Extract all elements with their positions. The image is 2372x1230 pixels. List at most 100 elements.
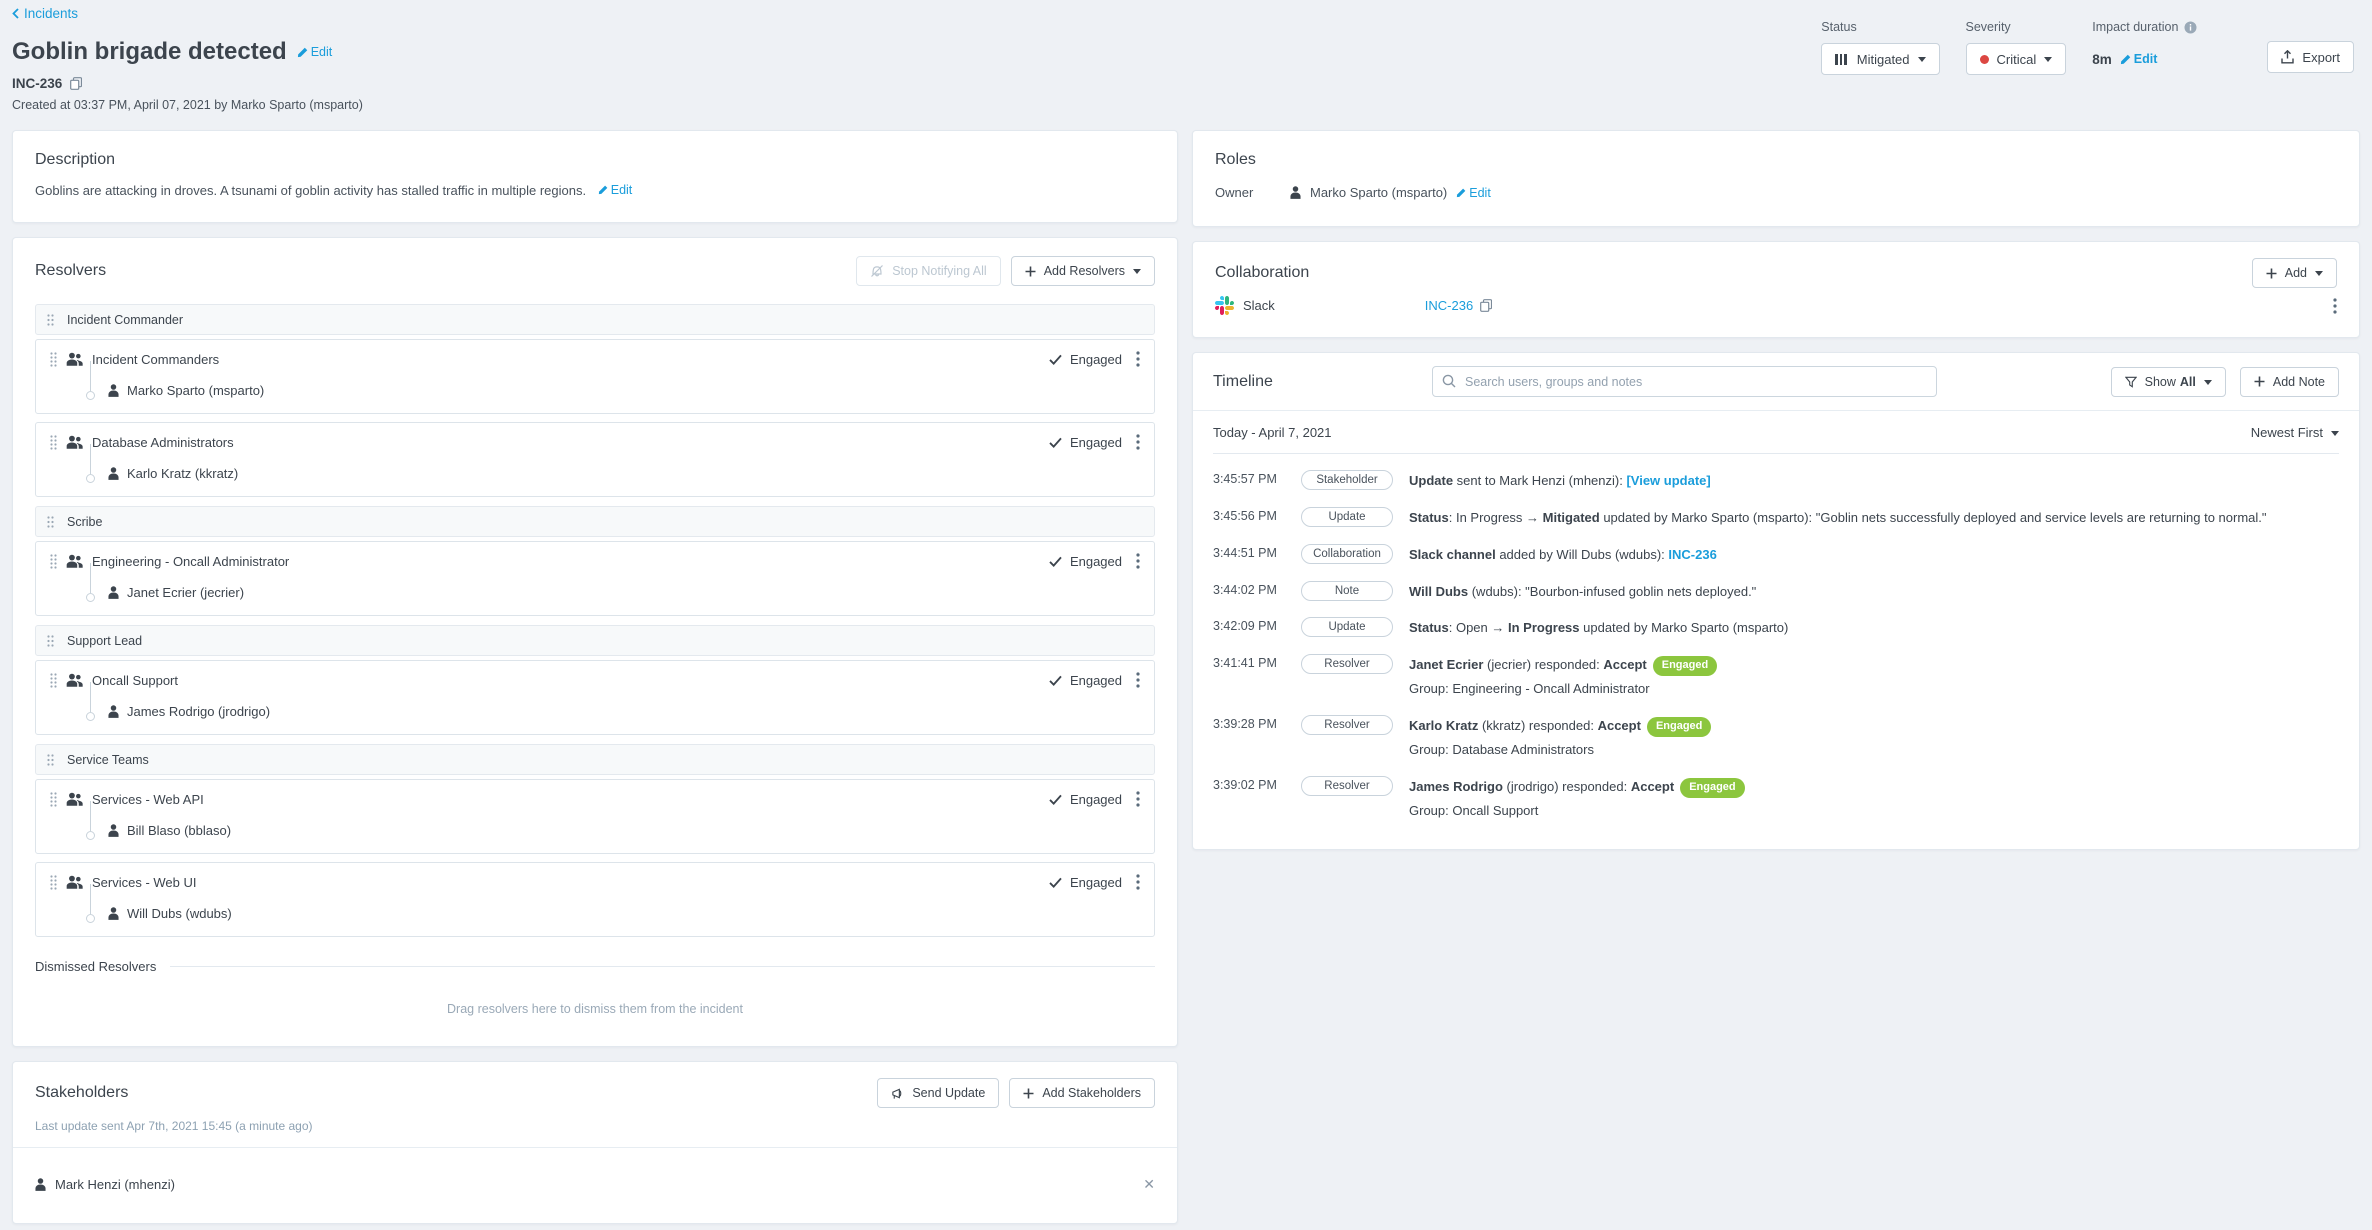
- person-icon: [108, 384, 119, 397]
- timeline-panel: Timeline Show All Add Note: [1192, 352, 2360, 850]
- sort-order-dropdown[interactable]: Newest First: [2251, 425, 2339, 440]
- search-icon: [1442, 374, 1456, 388]
- entry-text: Karlo Kratz (kkratz) responded: Accept En…: [1409, 715, 1712, 760]
- add-stakeholders-button[interactable]: Add Stakeholders: [1009, 1078, 1155, 1108]
- drag-handle-icon[interactable]: [47, 753, 54, 766]
- drag-handle-icon[interactable]: [50, 553, 57, 569]
- group-icon: [66, 792, 83, 806]
- resolver-group-name: Incident Commanders: [92, 351, 220, 367]
- entry-type-badge: Resolver: [1301, 775, 1393, 796]
- kebab-menu-icon[interactable]: [1136, 434, 1140, 450]
- chevron-down-icon: [1133, 269, 1141, 278]
- kebab-menu-icon[interactable]: [1136, 791, 1140, 807]
- chevron-down-icon: [2331, 430, 2339, 440]
- resolver-section-header[interactable]: Support Lead: [35, 625, 1155, 656]
- resolver-section: Scribe Engineering - Oncall Administrato…: [35, 506, 1155, 616]
- slack-icon: [1215, 296, 1234, 315]
- drag-handle-icon[interactable]: [47, 515, 54, 528]
- kebab-menu-icon[interactable]: [1136, 553, 1140, 569]
- drag-handle-icon[interactable]: [47, 313, 54, 326]
- drag-handle-icon[interactable]: [47, 634, 54, 647]
- connector-line-icon: [86, 563, 95, 602]
- entry-time: 3:39:02 PM: [1213, 777, 1277, 792]
- resolver-group-card[interactable]: Oncall Support Engaged James Rodrigo (jr…: [35, 660, 1155, 735]
- kebab-menu-icon[interactable]: [1136, 874, 1140, 890]
- resolver-group-card[interactable]: Services - Web API Engaged Bill Blaso (b…: [35, 779, 1155, 854]
- back-to-incidents-link[interactable]: Incidents: [12, 6, 78, 21]
- engaged-status: Engaged: [1069, 553, 1122, 569]
- resolver-section: Support Lead Oncall Support Engaged Jame…: [35, 625, 1155, 735]
- entry-link[interactable]: [View update]: [1626, 473, 1711, 488]
- entry-link[interactable]: INC-236: [1668, 546, 1717, 562]
- resolvers-panel: Resolvers Stop Notifying All Add Resolve…: [12, 237, 1178, 1047]
- resolver-member: Marko Sparto (msparto): [81, 361, 1140, 400]
- drag-handle-icon[interactable]: [50, 791, 57, 807]
- engaged-status: Engaged: [1069, 351, 1122, 367]
- resolver-section-header[interactable]: Incident Commander: [35, 304, 1155, 335]
- filter-show-all-button[interactable]: Show All: [2110, 366, 2226, 397]
- stakeholder-name: Mark Henzi (mhenzi): [55, 1177, 175, 1192]
- kebab-menu-icon[interactable]: [1136, 672, 1140, 688]
- pencil-icon: [2120, 54, 2131, 64]
- search-input[interactable]: [1432, 366, 1937, 397]
- add-collaboration-button[interactable]: Add: [2251, 258, 2337, 288]
- edit-owner-button[interactable]: Edit: [1456, 186, 1491, 200]
- entry-type-badge: Resolver: [1301, 715, 1393, 735]
- critical-dot-icon: [1979, 54, 1989, 64]
- check-icon: [1049, 877, 1062, 888]
- edit-impact-button[interactable]: Edit: [2120, 52, 2157, 66]
- export-button[interactable]: Export: [2267, 41, 2354, 73]
- collab-service-name: Slack: [1243, 298, 1275, 313]
- timeline-entry: 3:45:57 PM Stakeholder Update sent to Ma…: [1213, 462, 2339, 499]
- timeline-date-header: Today - April 7, 2021: [1213, 425, 1332, 440]
- timeline-entry: 3:42:09 PM Update Status: Open → In Prog…: [1213, 609, 2339, 646]
- entry-group-line: Group: Oncall Support: [1409, 802, 1539, 818]
- resolver-member: Janet Ecrier (jecrier): [81, 563, 1140, 602]
- resolver-group-card[interactable]: Database Administrators Engaged Karlo Kr…: [35, 422, 1155, 497]
- edit-description-button[interactable]: Edit: [598, 183, 632, 197]
- drag-handle-icon[interactable]: [50, 351, 57, 367]
- roles-heading: Roles: [1215, 151, 1256, 168]
- entry-type-badge: Collaboration: [1301, 543, 1393, 564]
- entry-time: 3:42:09 PM: [1213, 619, 1277, 634]
- resolver-section: Service Teams Services - Web API Engaged…: [35, 744, 1155, 937]
- send-update-button[interactable]: Send Update: [877, 1078, 1000, 1108]
- chevron-down-icon: [2203, 379, 2212, 389]
- drag-handle-icon[interactable]: [50, 672, 57, 688]
- status-control: Status Mitigated: [1821, 20, 1940, 75]
- resolver-member: Karlo Kratz (kkratz): [81, 444, 1140, 483]
- dismissed-dropzone[interactable]: Drag resolvers here to dismiss them from…: [447, 1002, 743, 1016]
- resolver-group-card[interactable]: Engineering - Oncall Administrator Engag…: [35, 541, 1155, 616]
- resolver-section-header[interactable]: Service Teams: [35, 744, 1155, 775]
- resolver-group-card[interactable]: Services - Web UI Engaged Will Dubs (wdu…: [35, 862, 1155, 937]
- resolver-group-card[interactable]: Incident Commanders Engaged Marko Sparto…: [35, 339, 1155, 414]
- status-dropdown[interactable]: Mitigated: [1821, 43, 1940, 75]
- add-resolvers-button[interactable]: Add Resolvers: [1010, 256, 1155, 286]
- resolver-section-name: Incident Commander: [67, 312, 184, 327]
- drag-handle-icon[interactable]: [50, 874, 57, 890]
- remove-stakeholder-button[interactable]: ✕: [1143, 1176, 1155, 1192]
- entry-time: 3:45:57 PM: [1213, 472, 1277, 486]
- person-icon: [108, 907, 119, 920]
- resolver-section-name: Scribe: [67, 514, 103, 529]
- slack-channel-link[interactable]: INC-236: [1424, 298, 1474, 313]
- copy-icon[interactable]: [1480, 299, 1493, 312]
- chevron-down-icon: [2044, 57, 2053, 66]
- resolver-member-name: Bill Blaso (bblaso): [127, 823, 232, 838]
- timeline-search: [1432, 366, 1937, 397]
- dismissed-resolvers-heading: Dismissed Resolvers: [35, 959, 157, 974]
- stop-notifying-all-button[interactable]: Stop Notifying All: [856, 256, 1001, 286]
- info-icon[interactable]: [2184, 21, 2197, 34]
- resolver-section-header[interactable]: Scribe: [35, 506, 1155, 537]
- kebab-menu-icon[interactable]: [2333, 297, 2337, 314]
- edit-title-button[interactable]: Edit: [297, 45, 332, 59]
- severity-dropdown[interactable]: Critical: [1965, 43, 2067, 75]
- add-note-button[interactable]: Add Note: [2239, 366, 2339, 397]
- drag-handle-icon[interactable]: [50, 434, 57, 450]
- kebab-menu-icon[interactable]: [1136, 351, 1140, 367]
- entry-time: 3:45:56 PM: [1213, 508, 1277, 523]
- resolver-group-name: Services - Web UI: [92, 874, 197, 890]
- copy-icon[interactable]: [70, 77, 83, 90]
- stakeholders-panel: Stakeholders Send Update Add Stakeholder…: [12, 1061, 1178, 1224]
- divider: [170, 966, 1155, 967]
